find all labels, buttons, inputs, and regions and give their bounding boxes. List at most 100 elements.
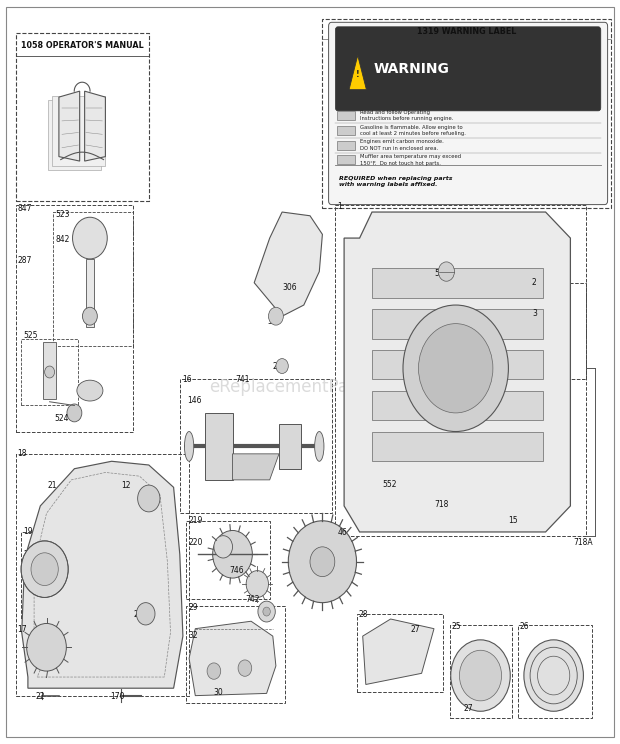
Bar (48, 100, 101, 170)
Text: 220: 220 (188, 538, 203, 547)
Circle shape (207, 663, 221, 679)
Text: 1: 1 (337, 202, 342, 211)
Text: 523: 523 (55, 210, 69, 219)
Circle shape (246, 571, 268, 597)
Bar (337, 155, 355, 164)
Circle shape (288, 521, 356, 603)
Circle shape (263, 607, 270, 616)
Bar (337, 126, 355, 135)
Circle shape (310, 547, 335, 577)
Text: 146: 146 (187, 397, 202, 405)
Text: 27: 27 (463, 704, 473, 713)
Bar (186, 606, 285, 703)
Circle shape (27, 623, 66, 671)
Text: 3: 3 (532, 309, 537, 318)
Text: 28: 28 (359, 610, 368, 619)
Text: 552: 552 (383, 480, 397, 489)
Text: 26: 26 (520, 622, 529, 631)
Bar (53, 212, 133, 346)
Text: 24: 24 (273, 362, 283, 371)
Ellipse shape (315, 432, 324, 461)
Circle shape (238, 660, 252, 676)
Bar (450, 625, 512, 718)
Bar (356, 614, 443, 692)
Bar (205, 413, 232, 480)
Bar (322, 19, 611, 208)
Text: 25: 25 (451, 622, 461, 631)
Text: Read and follow Operating
Instructions before running engine.: Read and follow Operating Instructions b… (360, 109, 454, 121)
Circle shape (459, 650, 502, 701)
Text: !: ! (356, 69, 360, 79)
Circle shape (138, 485, 160, 512)
Bar (337, 141, 355, 150)
Text: 287: 287 (17, 256, 32, 265)
FancyBboxPatch shape (335, 27, 601, 111)
Bar (16, 454, 189, 696)
Circle shape (136, 603, 155, 625)
Circle shape (524, 640, 583, 711)
Bar (530, 283, 586, 379)
Text: 741: 741 (236, 375, 250, 384)
Bar (16, 205, 133, 432)
Polygon shape (189, 621, 276, 696)
Bar (21, 339, 78, 405)
Ellipse shape (185, 432, 193, 461)
Polygon shape (372, 268, 542, 298)
Bar (518, 625, 592, 718)
Bar (279, 424, 301, 469)
Circle shape (268, 307, 283, 325)
Bar (337, 111, 355, 120)
Text: 18: 18 (17, 449, 27, 458)
Text: 46: 46 (337, 528, 347, 537)
Circle shape (214, 536, 232, 558)
Text: Gasoline is flammable. Allow engine to
cool at least 2 minutes before refueling.: Gasoline is flammable. Allow engine to c… (360, 124, 466, 136)
Ellipse shape (77, 380, 103, 401)
Text: 22: 22 (36, 692, 45, 701)
FancyBboxPatch shape (329, 22, 608, 205)
Text: 21: 21 (48, 481, 57, 490)
Polygon shape (372, 432, 542, 461)
Bar (21, 532, 68, 618)
Polygon shape (22, 461, 183, 688)
Text: 170: 170 (110, 692, 125, 701)
Text: 842: 842 (55, 235, 69, 244)
Text: 307: 307 (268, 317, 283, 326)
Text: 718A: 718A (574, 538, 593, 547)
Polygon shape (372, 309, 542, 339)
Circle shape (451, 640, 510, 711)
Circle shape (258, 601, 275, 622)
Polygon shape (372, 350, 542, 379)
Polygon shape (254, 212, 322, 316)
Bar (180, 379, 332, 513)
Circle shape (403, 305, 508, 432)
Text: 32: 32 (188, 631, 198, 640)
Circle shape (67, 404, 82, 422)
Text: 17: 17 (17, 625, 27, 634)
Text: 742: 742 (245, 595, 259, 604)
Circle shape (45, 366, 55, 378)
Circle shape (418, 324, 493, 413)
Text: 21: 21 (133, 610, 143, 619)
Circle shape (82, 307, 97, 325)
Circle shape (276, 359, 288, 373)
Bar (186, 521, 270, 599)
Text: WARNING: WARNING (374, 62, 450, 76)
Polygon shape (344, 212, 570, 532)
Text: eReplacementParts.com: eReplacementParts.com (209, 378, 411, 396)
Text: 27: 27 (410, 625, 420, 634)
Polygon shape (232, 454, 279, 480)
Polygon shape (349, 55, 366, 89)
Text: 524: 524 (55, 414, 69, 423)
Polygon shape (59, 91, 79, 161)
Circle shape (213, 530, 252, 578)
Text: 16: 16 (182, 375, 192, 384)
Bar (52, 95, 105, 166)
Bar (16, 33, 149, 201)
Text: 20: 20 (24, 551, 33, 559)
Text: 30: 30 (214, 688, 224, 697)
Polygon shape (372, 391, 542, 420)
Text: 19: 19 (24, 527, 33, 536)
Bar (335, 205, 586, 536)
Text: Muffler area temperature may exceed
150°F.  Do not touch hot parts.: Muffler area temperature may exceed 150°… (360, 154, 461, 166)
Circle shape (73, 217, 107, 259)
